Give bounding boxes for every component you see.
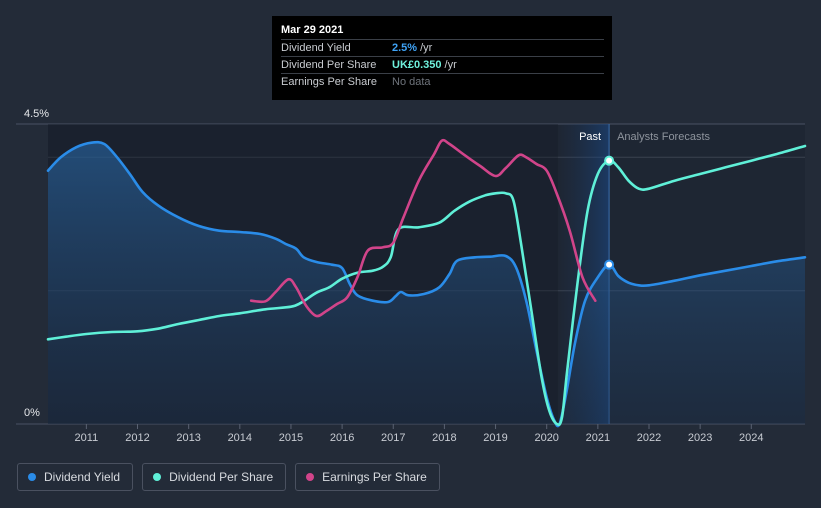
x-tick-label: 2012	[125, 432, 149, 444]
dividend-per-share-marker	[604, 155, 615, 166]
tooltip-label: Earnings Per Share	[281, 76, 377, 88]
legend-dot-icon	[28, 473, 36, 481]
tooltip-row-earnings-per-share: Earnings Per Share No data	[281, 73, 604, 90]
tooltip: Mar 29 2021 Dividend Yield 2.5% /yr Divi…	[272, 16, 612, 100]
legend-item-earnings-per-share[interactable]: Earnings Per Share	[295, 463, 440, 491]
tooltip-row-dividend-per-share: Dividend Per Share UK£0.350 /yr	[281, 56, 604, 73]
tooltip-label: Dividend Per Share	[281, 59, 377, 71]
earnings-per-share-line	[249, 138, 597, 318]
x-tick-label: 2015	[279, 432, 303, 444]
dividend-yield-area	[48, 142, 805, 427]
tooltip-label: Dividend Yield	[281, 42, 351, 54]
x-tick-label: 2016	[330, 432, 354, 444]
x-tick-label: 2011	[75, 432, 99, 444]
x-tick-label: 2023	[688, 432, 712, 444]
y-tick-label-min: 0%	[24, 407, 40, 419]
marker-layer	[604, 155, 615, 270]
tooltip-value: UK£0.350	[392, 59, 442, 71]
tooltip-row-dividend-yield: Dividend Yield 2.5% /yr	[281, 39, 604, 56]
x-tick-label: 2020	[534, 432, 558, 444]
legend-label: Dividend Per Share	[169, 470, 274, 484]
x-tick-label: 2014	[228, 432, 252, 444]
legend-item-dividend-per-share[interactable]: Dividend Per Share	[142, 463, 287, 491]
forecast-label: Analysts Forecasts	[617, 131, 710, 143]
x-tick-label: 2013	[176, 432, 200, 444]
past-label: Past	[579, 131, 601, 143]
x-tick-label: 2024	[739, 432, 763, 444]
x-axis: 2011 2012 2013 2014 2015 2016 2017 2018 2019 2020…	[75, 424, 764, 444]
x-tick-label: 2018	[432, 432, 456, 444]
tooltip-unit: /yr	[444, 59, 457, 71]
legend-label: Earnings Per Share	[322, 470, 427, 484]
x-tick-label: 2019	[483, 432, 507, 444]
y-axis: 4.5% 0%	[24, 108, 49, 419]
x-tick-label: 2017	[381, 432, 405, 444]
line-layer	[46, 138, 807, 428]
y-tick-label-max: 4.5%	[24, 108, 49, 120]
dividend-yield-marker	[604, 259, 615, 270]
tooltip-date: Mar 29 2021	[281, 24, 344, 36]
legend-item-dividend-yield[interactable]: Dividend Yield	[17, 463, 134, 491]
x-tick-label: 2022	[637, 432, 661, 444]
tooltip-unit: /yr	[420, 42, 433, 54]
dividend-yield-line	[46, 140, 807, 428]
tooltip-value: 2.5%	[392, 42, 418, 54]
dividend-per-share-line	[46, 144, 807, 427]
legend-label: Dividend Yield	[44, 470, 121, 484]
legend-dot-icon	[153, 473, 162, 481]
legend: Dividend Yield Dividend Per Share Earnin…	[17, 463, 440, 491]
area-layer	[48, 142, 805, 427]
tooltip-value: No data	[392, 76, 431, 88]
legend-dot-icon	[306, 473, 315, 481]
x-tick-label: 2021	[586, 432, 610, 444]
